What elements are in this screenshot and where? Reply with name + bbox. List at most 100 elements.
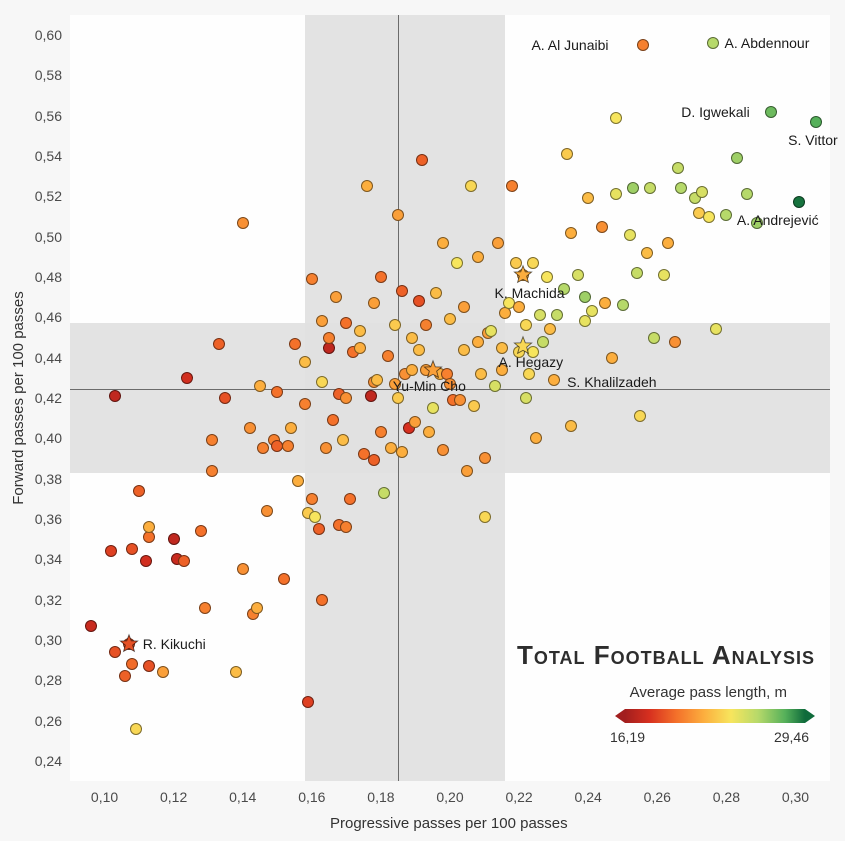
data-point	[219, 392, 231, 404]
data-point	[489, 380, 501, 392]
data-point	[309, 511, 321, 523]
data-point	[537, 336, 549, 348]
data-point	[292, 475, 304, 487]
data-point	[451, 257, 463, 269]
data-point	[416, 154, 428, 166]
data-point	[340, 521, 352, 533]
data-point	[479, 511, 491, 523]
x-tick: 0,24	[575, 789, 602, 805]
data-point	[330, 291, 342, 303]
data-point	[406, 332, 418, 344]
data-point	[316, 594, 328, 606]
data-point	[316, 376, 328, 388]
player-label: S. Vittor	[788, 132, 838, 148]
data-point	[313, 523, 325, 535]
data-point	[109, 390, 121, 402]
data-point	[230, 666, 242, 678]
star-marker	[512, 264, 534, 286]
data-point	[354, 342, 366, 354]
data-point	[340, 317, 352, 329]
player-label: A. Hegazy	[499, 354, 564, 370]
y-tick: 0,26	[35, 713, 62, 729]
y-tick: 0,46	[35, 309, 62, 325]
data-point	[454, 394, 466, 406]
data-point	[271, 386, 283, 398]
player-label: A. Al Junaibi	[531, 37, 608, 53]
data-point	[765, 106, 777, 118]
data-point	[523, 368, 535, 380]
data-point	[157, 666, 169, 678]
data-point	[707, 37, 719, 49]
y-tick: 0,28	[35, 672, 62, 688]
data-point	[662, 237, 674, 249]
data-point	[195, 525, 207, 537]
data-point	[437, 444, 449, 456]
data-point	[378, 487, 390, 499]
data-point	[617, 299, 629, 311]
data-point	[323, 332, 335, 344]
data-point	[430, 287, 442, 299]
data-point	[427, 402, 439, 414]
data-point	[648, 332, 660, 344]
data-point	[496, 342, 508, 354]
data-point	[396, 285, 408, 297]
data-point	[392, 209, 404, 221]
data-point	[337, 434, 349, 446]
data-point	[610, 188, 622, 200]
data-point	[365, 390, 377, 402]
y-tick: 0,32	[35, 592, 62, 608]
data-point	[133, 485, 145, 497]
data-point	[244, 422, 256, 434]
data-point	[579, 291, 591, 303]
data-point	[492, 237, 504, 249]
data-point	[237, 563, 249, 575]
data-point	[261, 505, 273, 517]
data-point	[143, 521, 155, 533]
y-tick: 0,36	[35, 511, 62, 527]
player-label: D. Igwekali	[681, 104, 749, 120]
x-tick: 0,16	[298, 789, 325, 805]
data-point	[181, 372, 193, 384]
data-point	[368, 297, 380, 309]
y-tick: 0,40	[35, 430, 62, 446]
data-point	[420, 319, 432, 331]
data-point	[213, 338, 225, 350]
y-tick: 0,38	[35, 471, 62, 487]
legend-min: 16,19	[610, 729, 645, 745]
data-point	[631, 267, 643, 279]
data-point	[596, 221, 608, 233]
data-point	[637, 39, 649, 51]
data-point	[375, 426, 387, 438]
data-point	[624, 229, 636, 241]
data-point	[289, 338, 301, 350]
data-point	[485, 325, 497, 337]
data-point	[472, 251, 484, 263]
data-point	[544, 323, 556, 335]
data-point	[126, 543, 138, 555]
brand-text: Total Football Analysis	[517, 640, 815, 671]
data-point	[105, 545, 117, 557]
data-point	[282, 440, 294, 452]
data-point	[465, 180, 477, 192]
data-point	[599, 297, 611, 309]
x-tick: 0,10	[91, 789, 118, 805]
y-tick: 0,48	[35, 269, 62, 285]
star-marker	[118, 633, 140, 655]
data-point	[551, 309, 563, 321]
data-point	[530, 432, 542, 444]
data-point	[468, 400, 480, 412]
data-point	[672, 162, 684, 174]
data-point	[741, 188, 753, 200]
data-point	[710, 323, 722, 335]
data-point	[306, 493, 318, 505]
y-tick: 0,50	[35, 229, 62, 245]
data-point	[520, 392, 532, 404]
x-axis-title: Progressive passes per 100 passes	[330, 815, 568, 832]
data-point	[437, 237, 449, 249]
data-point	[582, 192, 594, 204]
legend-gradient	[625, 709, 805, 723]
data-point	[320, 442, 332, 454]
data-point	[572, 269, 584, 281]
data-point	[423, 426, 435, 438]
data-point	[237, 217, 249, 229]
